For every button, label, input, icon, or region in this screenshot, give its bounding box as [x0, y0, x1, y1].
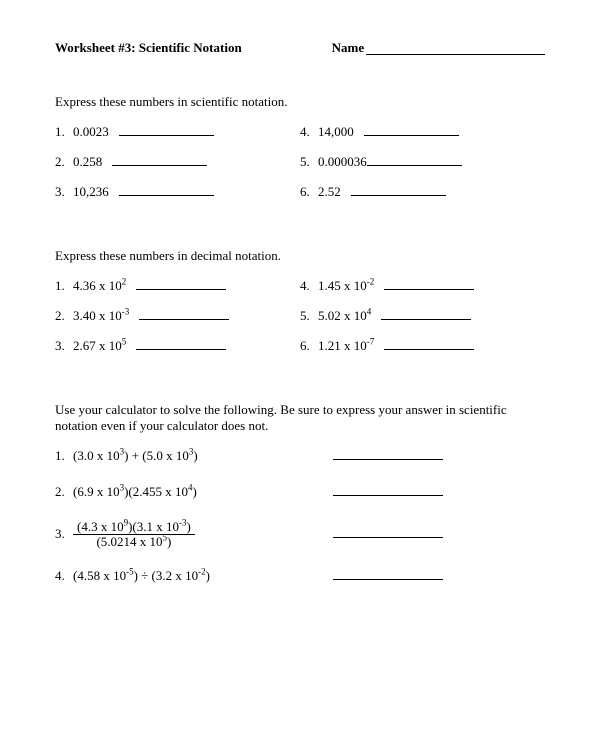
worksheet-title: Worksheet #3: Scientific Notation — [55, 40, 242, 56]
item-value: 2.52 — [318, 184, 341, 200]
problem-item: 3.2.67 x 105 — [55, 338, 300, 358]
section1-columns: 1.0.00232.0.2583.10,236 4.14,0005.0.0000… — [55, 124, 545, 214]
item-number: 4. — [300, 124, 318, 140]
answer-blank — [381, 308, 471, 320]
problem-item: 5.0.000036 — [300, 154, 545, 174]
problem-item: 6.1.21 x 10-7 — [300, 338, 545, 358]
problem-item: 1.0.0023 — [55, 124, 300, 144]
item-value: 1.45 x 10-2 — [318, 278, 374, 294]
answer-blank — [139, 308, 229, 320]
answer-blank — [384, 278, 474, 290]
answer-blank — [136, 278, 226, 290]
section1-left-col: 1.0.00232.0.2583.10,236 — [55, 124, 300, 214]
name-label: Name — [332, 40, 365, 56]
problem-item: 4.1.45 x 10-2 — [300, 278, 545, 298]
item-expression: (4.58 x 10-5) ÷ (3.2 x 10-2) — [73, 568, 273, 584]
problem-item: 3.10,236 — [55, 184, 300, 204]
section3-list: 1.(3.0 x 103) + (5.0 x 103) 2.(6.9 x 103)… — [55, 448, 545, 596]
section-calculator: Use your calculator to solve the followi… — [55, 402, 545, 596]
item-expression: (6.9 x 103)(2.455 x 104) — [73, 484, 273, 500]
problem-item: 6.2.52 — [300, 184, 545, 204]
item-number: 1. — [55, 124, 73, 140]
item-expression: (4.3 x 109)(3.1 x 10-3)(5.0214 x 105) — [73, 520, 273, 550]
item-number: 2. — [55, 308, 73, 324]
answer-blank — [119, 184, 214, 196]
problem-item: 2.3.40 x 10-3 — [55, 308, 300, 328]
answer-blank — [384, 338, 474, 350]
item-number: 5. — [300, 154, 318, 170]
item-value: 4.36 x 102 — [73, 278, 126, 294]
section3-instruction: Use your calculator to solve the followi… — [55, 402, 545, 434]
item-number: 2. — [55, 484, 73, 500]
item-value: 2.67 x 105 — [73, 338, 126, 354]
item-number: 6. — [300, 184, 318, 200]
calc-item: 1.(3.0 x 103) + (5.0 x 103) — [55, 448, 545, 476]
section2-columns: 1.4.36 x 1022.3.40 x 10-33.2.67 x 105 4.… — [55, 278, 545, 368]
problem-item: 5.5.02 x 104 — [300, 308, 545, 328]
section2-left-col: 1.4.36 x 1022.3.40 x 10-33.2.67 x 105 — [55, 278, 300, 368]
item-value: 0.258 — [73, 154, 102, 170]
answer-blank — [112, 154, 207, 166]
section1-instruction: Express these numbers in scientific nota… — [55, 94, 545, 110]
item-value: 3.40 x 10-3 — [73, 308, 129, 324]
section-scientific: Express these numbers in scientific nota… — [55, 94, 545, 214]
name-blank-line — [366, 54, 545, 55]
item-value: 10,236 — [73, 184, 109, 200]
item-value: 14,000 — [318, 124, 354, 140]
section2-right-col: 4.1.45 x 10-25.5.02 x 1046.1.21 x 10-7 — [300, 278, 545, 368]
answer-blank — [333, 568, 443, 580]
item-value: 5.02 x 104 — [318, 308, 371, 324]
answer-blank — [136, 338, 226, 350]
item-number: 2. — [55, 154, 73, 170]
item-value: 1.21 x 10-7 — [318, 338, 374, 354]
item-number: 5. — [300, 308, 318, 324]
calc-item: 2.(6.9 x 103)(2.455 x 104) — [55, 484, 545, 512]
item-number: 4. — [300, 278, 318, 294]
answer-blank — [119, 124, 214, 136]
item-number: 6. — [300, 338, 318, 354]
answer-blank — [364, 124, 459, 136]
section2-instruction: Express these numbers in decimal notatio… — [55, 248, 545, 264]
item-number: 3. — [55, 338, 73, 354]
worksheet-header: Worksheet #3: Scientific Notation Name — [55, 40, 545, 56]
answer-blank — [333, 526, 443, 538]
item-number: 3. — [55, 184, 73, 200]
calc-item: 3.(4.3 x 109)(3.1 x 10-3)(5.0214 x 105) — [55, 520, 545, 560]
problem-item: 4.14,000 — [300, 124, 545, 144]
section-decimal: Express these numbers in decimal notatio… — [55, 248, 545, 368]
item-number: 1. — [55, 448, 73, 464]
item-number: 1. — [55, 278, 73, 294]
item-number: 3. — [55, 526, 73, 542]
answer-blank — [333, 448, 443, 460]
item-expression: (3.0 x 103) + (5.0 x 103) — [73, 448, 273, 464]
answer-blank — [351, 184, 446, 196]
problem-item: 2.0.258 — [55, 154, 300, 174]
item-number: 4. — [55, 568, 73, 584]
answer-blank — [367, 154, 462, 166]
item-value: 0.000036 — [318, 154, 367, 170]
answer-blank — [333, 484, 443, 496]
section1-right-col: 4.14,0005.0.0000366.2.52 — [300, 124, 545, 214]
calc-item: 4.(4.58 x 10-5) ÷ (3.2 x 10-2) — [55, 568, 545, 596]
problem-item: 1.4.36 x 102 — [55, 278, 300, 298]
item-value: 0.0023 — [73, 124, 109, 140]
